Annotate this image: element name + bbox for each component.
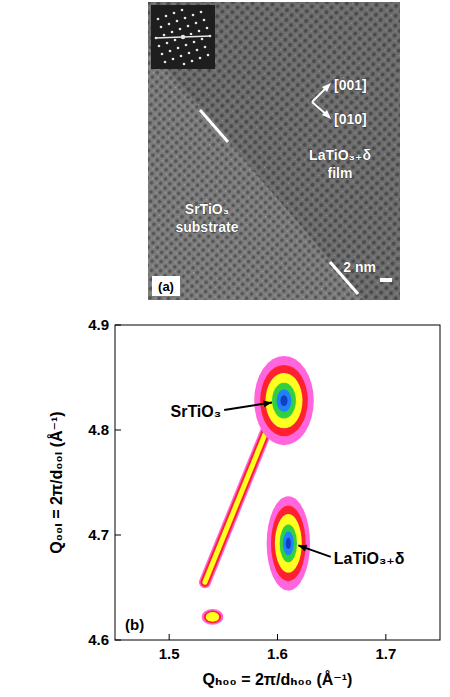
fft-spot bbox=[168, 23, 171, 26]
fft-spot bbox=[200, 11, 203, 14]
fft-spot bbox=[173, 12, 176, 15]
fft-streak bbox=[155, 36, 211, 38]
figure: [001] [010] SrTiO₃ substrate LaTiO₃₊δ film 2 n… bbox=[0, 0, 450, 697]
direction-label: [010] bbox=[334, 111, 367, 127]
y-tick-label: 4.7 bbox=[88, 526, 109, 543]
fft-spot bbox=[158, 45, 161, 48]
arrow-head bbox=[322, 83, 331, 92]
peak bbox=[254, 356, 314, 445]
substrate-label: SrTiO₃ bbox=[185, 201, 229, 217]
fft-spot bbox=[207, 54, 210, 57]
peak bbox=[280, 525, 297, 563]
fft-spot bbox=[190, 33, 193, 36]
arrow-head bbox=[322, 110, 331, 119]
substrate-label: substrate bbox=[175, 219, 238, 235]
fft-spot bbox=[191, 60, 194, 63]
fft-inset bbox=[151, 5, 215, 69]
fft-spot bbox=[164, 61, 167, 64]
peak bbox=[277, 389, 292, 411]
peak bbox=[204, 611, 221, 624]
panel-label: (b) bbox=[125, 616, 144, 633]
scale-bar bbox=[380, 278, 392, 282]
arrow-head bbox=[263, 400, 272, 407]
y-tick bbox=[115, 325, 121, 326]
peak bbox=[283, 532, 294, 556]
fft-spot bbox=[161, 53, 164, 56]
fft-spot bbox=[195, 22, 198, 25]
peak bbox=[266, 373, 303, 428]
fft-spot bbox=[171, 31, 174, 34]
fft-spot bbox=[204, 46, 207, 49]
y-tick-label: 4.8 bbox=[88, 421, 109, 438]
fft-spot bbox=[198, 30, 201, 33]
plot-area bbox=[202, 356, 314, 625]
interface-marker bbox=[200, 110, 228, 142]
y-tick bbox=[115, 535, 121, 536]
y-tick bbox=[115, 430, 121, 431]
y-axis-title: Q₀₀ₗ = 2π/d₀₀ₗ (Å⁻¹) bbox=[47, 411, 65, 553]
peak bbox=[260, 365, 308, 436]
film-region bbox=[148, 2, 400, 300]
fft-spot bbox=[180, 55, 183, 58]
streak bbox=[205, 430, 267, 582]
fft-spot bbox=[179, 28, 182, 31]
x-tick bbox=[385, 634, 386, 640]
x-tick bbox=[277, 634, 278, 640]
annotation-arrow bbox=[298, 545, 331, 557]
peak bbox=[206, 612, 219, 622]
fft-spot bbox=[176, 20, 179, 23]
y-tick bbox=[115, 640, 121, 641]
fft-spot bbox=[166, 42, 169, 45]
peak bbox=[280, 395, 287, 406]
annotation: LaTiO₃₊δ bbox=[334, 550, 405, 567]
fft-spot bbox=[183, 63, 186, 66]
fft-spot bbox=[163, 34, 166, 37]
fft-spot bbox=[184, 17, 187, 20]
streak bbox=[205, 430, 267, 582]
fft-spot bbox=[157, 18, 160, 21]
fft-spot bbox=[206, 27, 209, 30]
x-tick-label: 1.5 bbox=[159, 645, 180, 662]
fft-spot bbox=[196, 49, 199, 52]
tem-image bbox=[148, 2, 400, 300]
film-label: film bbox=[328, 165, 353, 181]
fft-spot bbox=[203, 19, 206, 22]
substrate-region bbox=[148, 47, 364, 300]
scale-bar-label: 2 nm bbox=[343, 259, 376, 275]
direction-label: [001] bbox=[334, 77, 367, 93]
fft-spot bbox=[187, 25, 190, 28]
x-tick-label: 1.7 bbox=[375, 645, 396, 662]
y-tick-label: 4.6 bbox=[88, 631, 109, 648]
peak bbox=[202, 609, 224, 625]
fft-spot bbox=[169, 50, 172, 53]
streak bbox=[205, 430, 267, 582]
fft-spot bbox=[192, 14, 195, 17]
arrow-head bbox=[298, 545, 307, 552]
annotation: SrTiO₃ bbox=[170, 403, 221, 420]
peak bbox=[271, 506, 306, 582]
fft-spot bbox=[160, 26, 163, 29]
peak bbox=[267, 496, 310, 591]
fft-spot bbox=[193, 41, 196, 44]
fft-spot bbox=[172, 58, 175, 61]
y-tick-label: 4.9 bbox=[88, 316, 109, 333]
plot-frame bbox=[115, 325, 440, 640]
panel-label-bg bbox=[152, 276, 180, 296]
fft-spot bbox=[177, 47, 180, 50]
fft-spot bbox=[185, 44, 188, 47]
panel-label: (a) bbox=[158, 279, 174, 294]
fft-spot bbox=[165, 15, 168, 18]
fft-spot bbox=[174, 39, 177, 42]
x-tick-label: 1.6 bbox=[267, 645, 288, 662]
fft-spot bbox=[181, 9, 184, 12]
x-axis-title: Qₕ₀₀ = 2π/dₕ₀₀ (Å⁻¹) bbox=[203, 670, 353, 688]
peak bbox=[275, 514, 302, 573]
x-tick bbox=[169, 634, 170, 640]
fft-spot bbox=[201, 38, 204, 41]
peak bbox=[286, 538, 291, 549]
peak bbox=[272, 383, 296, 419]
fft-spot bbox=[199, 57, 202, 60]
film-label: LaTiO₃₊δ bbox=[309, 147, 371, 163]
fft-spot bbox=[188, 52, 191, 55]
